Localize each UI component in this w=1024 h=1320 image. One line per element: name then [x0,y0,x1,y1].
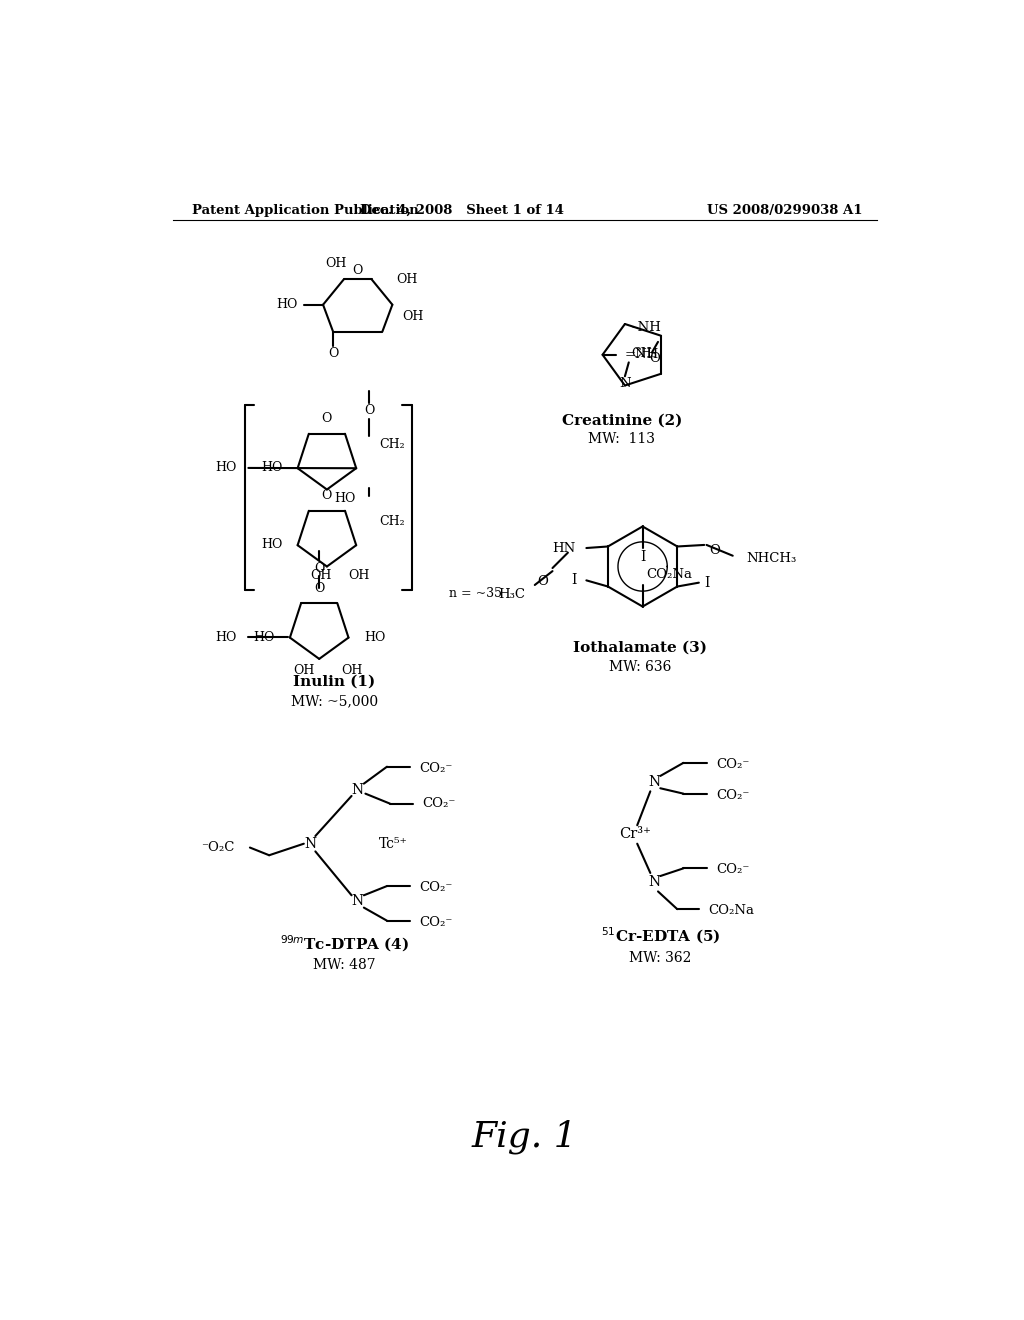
Text: $^{51}$Cr-EDTA (5): $^{51}$Cr-EDTA (5) [600,925,720,946]
Text: N: N [620,378,631,391]
Text: HN: HN [552,541,575,554]
Text: HO: HO [261,539,283,552]
Text: CO₂⁻: CO₂⁻ [419,880,453,894]
Text: O: O [709,544,720,557]
Text: N: N [304,837,316,850]
Text: N: N [648,775,660,789]
Text: US 2008/0299038 A1: US 2008/0299038 A1 [707,205,862,218]
Text: O: O [322,490,332,502]
Text: OH: OH [310,569,332,582]
Text: CH₂: CH₂ [379,515,404,528]
Text: OH: OH [325,257,346,271]
Text: H₃C: H₃C [498,587,524,601]
Text: OH: OH [402,310,424,323]
Text: OH: OH [396,273,418,286]
Text: I: I [640,550,645,564]
Text: OH: OH [293,664,314,677]
Text: HO: HO [364,631,385,644]
Text: HO: HO [276,298,298,312]
Text: Dec. 4, 2008   Sheet 1 of 14: Dec. 4, 2008 Sheet 1 of 14 [359,205,563,218]
Text: –NH: –NH [631,321,660,334]
Text: n = ~35: n = ~35 [449,587,502,601]
Text: =NH: =NH [625,348,658,362]
Text: ⁻O₂C: ⁻O₂C [201,841,234,854]
Text: CO₂⁻: CO₂⁻ [422,797,456,810]
Text: O: O [649,352,660,366]
Text: CH₂: CH₂ [379,438,404,451]
Text: Tc⁵⁺: Tc⁵⁺ [379,837,408,850]
Text: Inulin (1): Inulin (1) [294,675,376,689]
Text: MW:  113: MW: 113 [589,433,655,446]
Text: O: O [352,264,362,277]
Text: MW: ~5,000: MW: ~5,000 [291,694,378,709]
Text: O: O [314,561,325,574]
Text: MW: 487: MW: 487 [313,958,376,973]
Text: CO₂⁻: CO₂⁻ [419,916,453,929]
Text: O: O [365,404,375,417]
Text: Cr³⁺: Cr³⁺ [618,828,651,841]
Text: HO: HO [215,631,237,644]
Text: N: N [648,875,660,890]
Text: O: O [328,347,338,360]
Text: CO₂⁻: CO₂⁻ [419,762,453,775]
Text: CO₂⁻: CO₂⁻ [716,788,750,801]
Text: O: O [537,574,548,587]
Text: O: O [314,582,325,594]
Text: N: N [351,895,364,908]
Text: O: O [322,412,332,425]
Text: CH₃: CH₃ [631,347,656,359]
Text: CO₂⁻: CO₂⁻ [716,758,750,771]
Text: OH: OH [348,569,370,582]
Text: MW: 636: MW: 636 [609,660,672,673]
Text: HO: HO [261,462,283,474]
Text: Creatinine (2): Creatinine (2) [561,413,682,428]
Text: $^{99m}$Tc-DTPA (4): $^{99m}$Tc-DTPA (4) [280,933,410,954]
Text: HO: HO [253,631,274,644]
Text: HO: HO [215,462,237,474]
Text: NHCH₃: NHCH₃ [746,552,797,565]
Text: I: I [703,576,710,590]
Text: MW: 362: MW: 362 [629,950,691,965]
Text: Iothalamate (3): Iothalamate (3) [573,640,708,655]
Text: HO: HO [335,492,356,506]
Text: CO₂Na: CO₂Na [708,904,754,917]
Text: CO₂⁻: CO₂⁻ [716,863,750,876]
Text: Fig. 1: Fig. 1 [472,1119,578,1154]
Text: CO₂Na: CO₂Na [646,568,692,581]
Text: N: N [351,783,364,797]
Text: OH: OH [341,664,362,677]
Text: Patent Application Publication: Patent Application Publication [193,205,419,218]
Text: I: I [571,573,578,587]
